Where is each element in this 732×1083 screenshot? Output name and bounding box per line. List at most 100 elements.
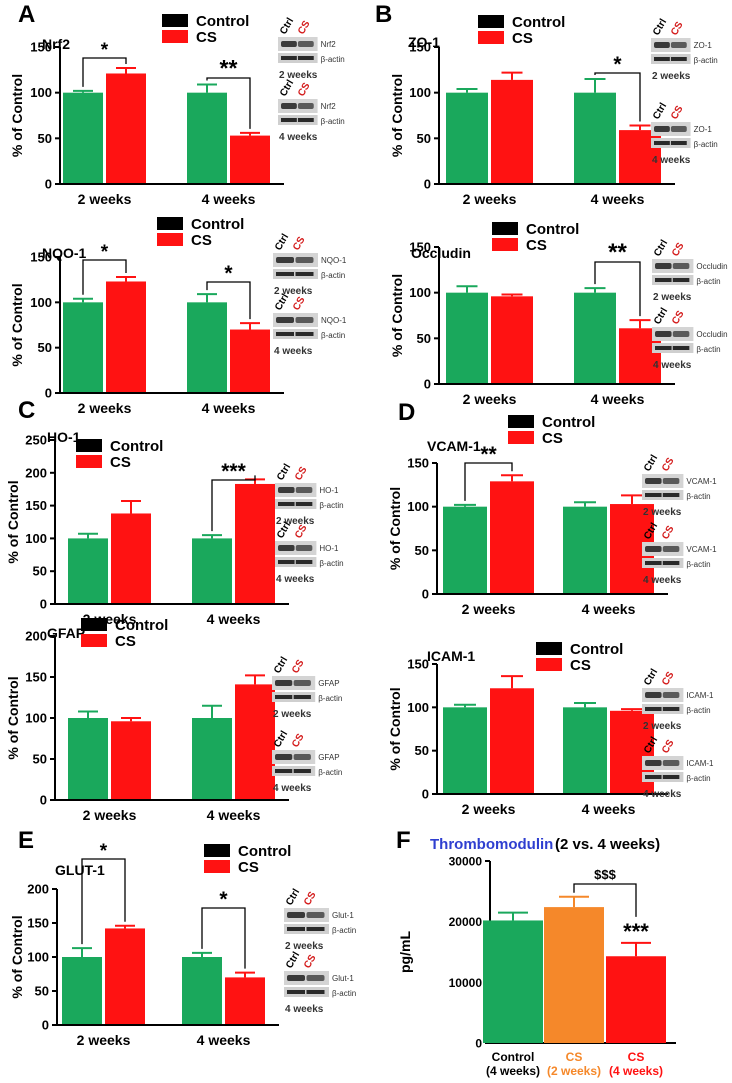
y-axis-label: % of Control (389, 274, 405, 357)
blot-protein-label: GFAP (318, 679, 339, 688)
bar-control (187, 92, 227, 184)
blot-protein-strip (275, 483, 317, 497)
y-tick-label: 150 (409, 40, 431, 55)
significance-marker: * (219, 888, 228, 911)
legend-label-control: Control (542, 414, 595, 431)
panel-letter: C (18, 397, 35, 424)
chart-title-suffix: (2 vs. 4 weeks) (555, 836, 660, 853)
blot-week-label: 2 weeks (643, 507, 682, 518)
y-tick-label: 100 (407, 499, 429, 514)
panel-letter: E (18, 827, 34, 854)
blot-actin-band-ctrl (654, 141, 670, 145)
blot-protein-label: VCAM-1 (686, 477, 717, 486)
y-tick-label: 100 (407, 700, 429, 715)
blot-band-cs (295, 257, 314, 263)
blot-lane-label-cs: CS (296, 19, 313, 37)
panel-letter: A (18, 1, 35, 28)
y-tick-label: 100 (30, 85, 52, 100)
legend-swatch-control (162, 14, 188, 27)
bar-cs (230, 135, 270, 184)
legend-label-cs: CS (191, 232, 212, 249)
legend-swatch-cs (204, 860, 230, 873)
bar-cs (111, 721, 151, 800)
blot-actin-band-ctrl (645, 493, 662, 497)
blot-actin-label: β-actin (686, 706, 710, 715)
legend-swatch-control (81, 618, 107, 631)
blot-band-cs (670, 126, 687, 132)
y-tick-label: 150 (25, 670, 47, 685)
y-axis-label: % of Control (5, 676, 21, 759)
y-tick-label: 50 (417, 131, 431, 146)
blot-protein-label: GFAP (318, 753, 339, 762)
blot-actin-band-cs (295, 332, 314, 336)
blot-protein-label: Occludin (696, 262, 727, 271)
legend-swatch-control (492, 222, 518, 235)
y-tick-label: 50 (417, 331, 431, 346)
panel-letter: B (375, 1, 392, 28)
y-tick-label: 150 (30, 250, 52, 265)
legend-label-control: Control (196, 13, 249, 30)
chart-title: ICAM-1 (427, 648, 475, 664)
blot-actin-band-cs (662, 493, 680, 497)
legend-label-cs: CS (526, 237, 547, 254)
significance-bracket (211, 475, 256, 532)
blot-actin-band-ctrl (287, 927, 305, 931)
y-axis-label: % of Control (9, 74, 25, 157)
blot-actin-band-cs (306, 927, 325, 931)
blot-band-ctrl (287, 912, 305, 918)
bar-control (187, 302, 227, 393)
blot-actin-strip (275, 499, 317, 509)
blot-actin-strip (272, 766, 316, 776)
bar-cs (490, 688, 534, 794)
blot-lane-label-cs: CS (302, 953, 319, 971)
blot-actin-strip (272, 692, 316, 702)
blot-lane-label-ctrl: Ctrl (275, 462, 293, 483)
legend-swatch-cs (508, 431, 534, 444)
legend-label-control: Control (238, 843, 291, 860)
blot-actin-band-ctrl (281, 118, 297, 122)
x-tick-label: 4 weeks (202, 191, 256, 207)
blot-actin-band-cs (293, 695, 311, 699)
legend-swatch-cs (536, 658, 562, 671)
blot-actin-band-ctrl (654, 57, 670, 61)
blot-actin-label: β-actin (319, 559, 343, 568)
y-tick-label: 0 (475, 1037, 482, 1051)
blot-band-cs (297, 103, 314, 109)
blot-actin-label: β-actin (332, 989, 356, 998)
bar-control (192, 718, 232, 800)
blot-lane-label-cs: CS (669, 20, 686, 38)
blot-actin-label: β-actin (319, 501, 343, 510)
blot-lane-label-ctrl: Ctrl (284, 887, 302, 908)
y-tick-label: 100 (409, 85, 431, 100)
blot-week-label: 4 weeks (643, 789, 682, 800)
legend-swatch-control (478, 15, 504, 28)
chart-title: HO-1 (47, 429, 81, 445)
blot-protein-strip (642, 542, 684, 556)
blot-lane-label-ctrl: Ctrl (284, 950, 302, 971)
blot-lane-label-ctrl: Ctrl (642, 667, 660, 688)
blot-protein-strip (652, 327, 694, 341)
significance-marker-bar: *** (623, 919, 649, 944)
blot-actin-strip (652, 343, 694, 353)
blot-band-cs (306, 912, 325, 918)
chart-title: VCAM-1 (427, 438, 481, 454)
y-tick-label: 10000 (449, 976, 483, 990)
y-tick-label: 200 (25, 465, 47, 480)
legend-swatch-cs (492, 238, 518, 251)
x-tick-label: 4 weeks (202, 400, 256, 416)
x-tick-label: Control (492, 1050, 535, 1064)
blot-actin-strip (652, 275, 694, 285)
x-tick-label: 2 weeks (463, 391, 517, 407)
blot-actin-label: β-actin (321, 55, 345, 64)
y-tick-label: 50 (415, 743, 429, 758)
chart-title: Nrf2 (42, 36, 70, 52)
y-tick-label: 150 (409, 240, 431, 255)
blot-band-cs (662, 546, 680, 552)
x-tick-label-sub: (4 weeks) (609, 1064, 663, 1078)
blot-week-label: 4 weeks (643, 575, 682, 586)
blot-band-cs (293, 680, 311, 686)
blot-week-label: 2 weeks (285, 941, 324, 952)
